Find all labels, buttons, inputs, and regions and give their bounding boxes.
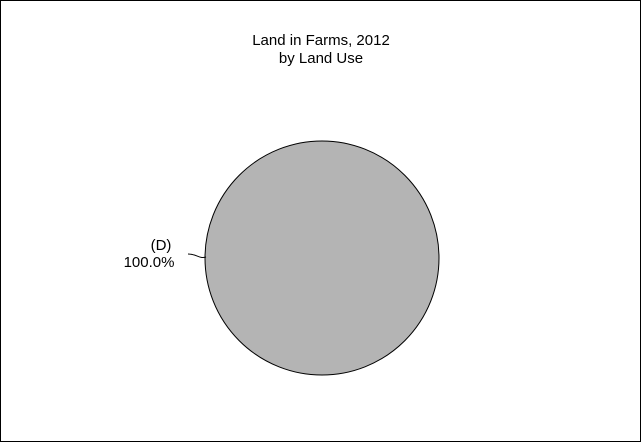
slice-leader-line [187,253,207,258]
chart-title: Land in Farms, 2012 [252,32,390,49]
slice-label: (D) [151,237,172,254]
pie-slice-0 [204,140,440,376]
pie-slices [204,140,440,376]
chart-subtitle: by Land Use [279,50,363,67]
slice-value-label: 100.0% [124,254,175,271]
